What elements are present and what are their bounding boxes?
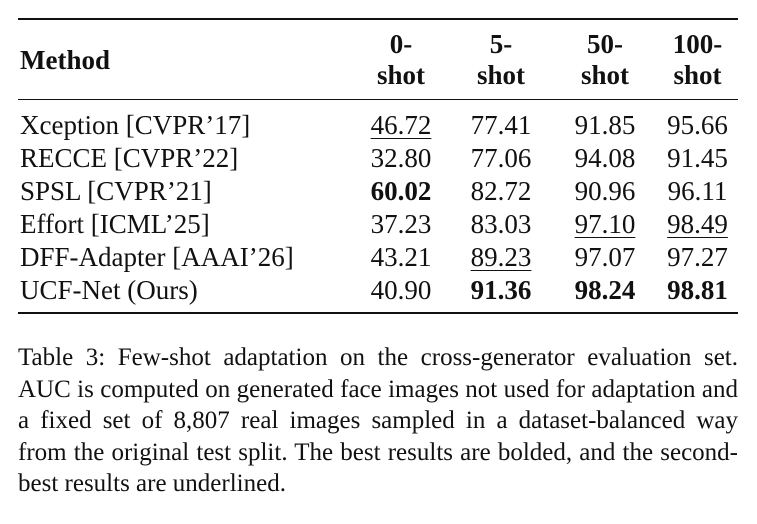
value-cell: 91.45: [667, 142, 728, 173]
method-cell: Effort [ICML’25]: [20, 208, 210, 239]
value-cell-second: 89.23: [470, 241, 532, 272]
value-cell: 91.85: [574, 109, 636, 140]
header-5-shot-line2: shot: [476, 59, 525, 90]
value-cell: 32.80: [370, 142, 432, 173]
value-cell-best: 91.36: [470, 274, 532, 305]
header-50-shot-line2: shot: [580, 59, 629, 90]
header-0-shot-line1: 0-: [389, 28, 413, 59]
table-row-spsl: SPSL [CVPR’21] 60.02 82.72 90.96 96.11: [18, 174, 738, 207]
table-row-recce: RECCE [CVPR’22] 32.80 77.06 94.08 91.45: [18, 141, 738, 174]
table-row-dff-adapter: DFF-Adapter [AAAI’26] 43.21 89.23 97.07 …: [18, 240, 738, 273]
method-cell: UCF-Net (Ours): [20, 274, 198, 305]
header-50-shot-line1: 50-: [587, 28, 623, 59]
value-cell: 97.27: [667, 241, 728, 272]
header-100-shot-line2: shot: [673, 59, 722, 90]
header-method: Method: [20, 44, 110, 75]
value-cell: 83.03: [470, 208, 532, 239]
method-cell: RECCE [CVPR’22]: [20, 142, 239, 173]
value-cell: 40.90: [370, 274, 432, 305]
header-50-shot: 50- shot: [553, 19, 657, 100]
header-0-shot-line2: shot: [376, 59, 425, 90]
results-table: Method 0- shot 5- shot 50- shot 100- sho…: [18, 18, 738, 314]
header-5-shot: 5- shot: [449, 19, 553, 100]
value-cell: 97.07: [574, 241, 636, 272]
value-cell: 37.23: [370, 208, 432, 239]
value-cell: 77.41: [470, 109, 532, 140]
method-cell: SPSL [CVPR’21]: [20, 175, 212, 206]
header-100-shot: 100- shot: [657, 19, 738, 100]
table-row-effort: Effort [ICML’25] 37.23 83.03 97.10 98.49: [18, 207, 738, 240]
value-cell-second: 98.49: [667, 208, 728, 239]
header-0-shot: 0- shot: [353, 19, 449, 100]
header-100-shot-line1: 100-: [672, 28, 723, 59]
table-row-xception: Xception [CVPR’17] 46.72 77.41 91.85 95.…: [18, 99, 738, 142]
header-row: Method 0- shot 5- shot 50- shot 100- sho…: [18, 19, 738, 100]
value-cell: 96.11: [667, 175, 728, 206]
value-cell: 46.72: [370, 109, 432, 140]
value-cell-best: 98.24: [574, 274, 636, 305]
value-cell-best: 60.02: [370, 175, 432, 206]
value-cell: 77.06: [470, 142, 532, 173]
table-row-ucf-net: UCF-Net (Ours) 40.90 91.36 98.24 98.81: [18, 273, 738, 313]
value-cell: 82.72: [470, 175, 532, 206]
method-cell: DFF-Adapter [AAAI’26]: [20, 241, 294, 272]
method-cell: Xception [CVPR’17]: [20, 109, 251, 140]
value-cell: 95.66: [667, 109, 728, 140]
value-cell: 43.21: [370, 241, 432, 272]
value-cell: 94.08: [574, 142, 636, 173]
table-caption: Table 3: Few-shot adaptation on the cros…: [18, 344, 738, 497]
value-cell-second: 97.10: [574, 208, 636, 239]
value-cell-best: 98.81: [667, 274, 728, 305]
value-cell: 90.96: [574, 175, 636, 206]
results-table-container: Method 0- shot 5- shot 50- shot 100- sho…: [18, 18, 738, 314]
header-5-shot-line1: 5-: [489, 28, 513, 59]
